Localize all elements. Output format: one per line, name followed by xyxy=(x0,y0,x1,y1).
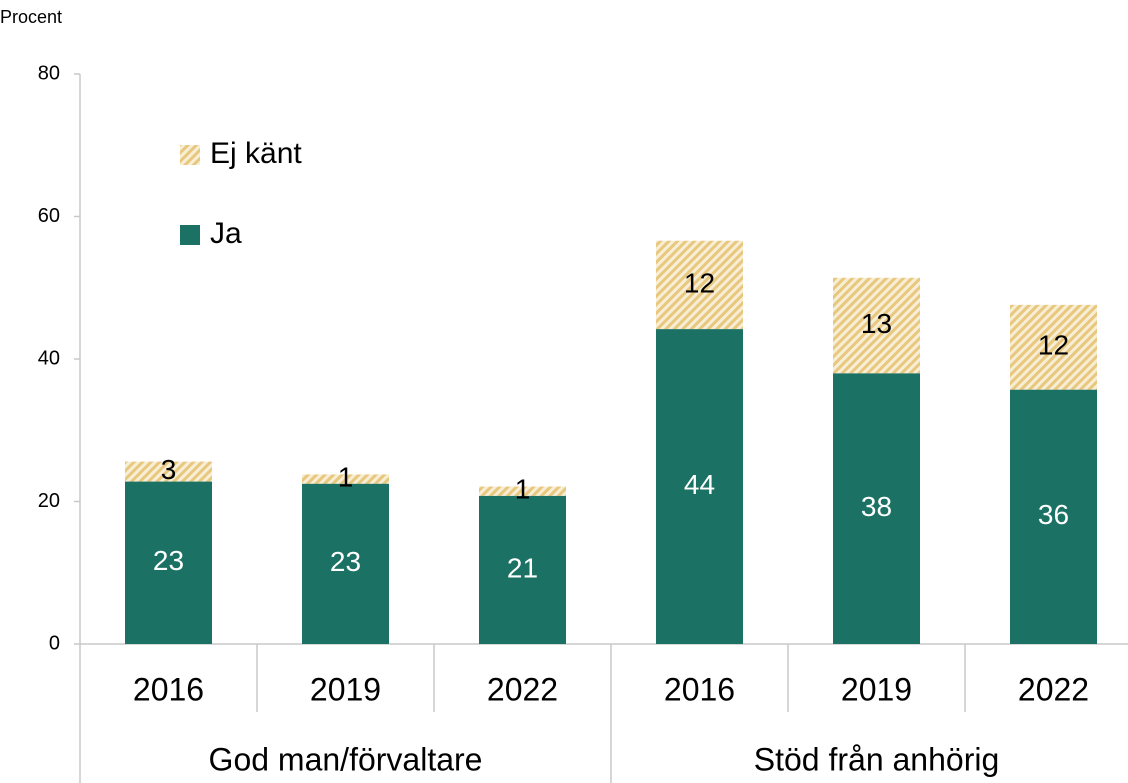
data-label: 12 xyxy=(1038,330,1069,361)
x-tick-label: 2019 xyxy=(310,671,381,707)
legend-label: Ja xyxy=(210,217,242,250)
bar-segment xyxy=(302,483,389,644)
legend-label: Ej känt xyxy=(210,137,302,170)
bar-segment xyxy=(1010,304,1097,390)
group-label: God man/förvaltare xyxy=(209,741,483,777)
bar-segment xyxy=(833,277,920,374)
data-label: 36 xyxy=(1038,499,1069,530)
data-label: 3 xyxy=(161,454,177,485)
x-tick-label: 2022 xyxy=(1018,671,1089,707)
group-label: Stöd från anhörig xyxy=(754,741,1000,777)
bar-segment xyxy=(656,240,743,330)
y-tick-label: 60 xyxy=(38,205,60,227)
x-tick-label: 2019 xyxy=(841,671,912,707)
data-label: 1 xyxy=(515,474,531,505)
data-label: 13 xyxy=(861,308,892,339)
bar-segment xyxy=(479,495,566,644)
y-tick-label: 20 xyxy=(38,490,60,512)
legend-swatch xyxy=(180,225,200,245)
y-tick-label: 0 xyxy=(49,632,60,654)
bar-segment xyxy=(125,481,212,644)
x-tick-label: 2016 xyxy=(664,671,735,707)
bar-segment xyxy=(302,474,389,484)
data-label: 23 xyxy=(330,546,361,577)
data-label: 38 xyxy=(861,491,892,522)
data-label: 44 xyxy=(684,469,715,500)
x-tick-label: 2016 xyxy=(133,671,204,707)
x-tick-label: 2022 xyxy=(487,671,558,707)
y-tick-label: 40 xyxy=(38,347,60,369)
bar-segment xyxy=(479,486,566,496)
bar-segment xyxy=(833,373,920,644)
data-label: 23 xyxy=(153,545,184,576)
data-label: 1 xyxy=(338,461,354,492)
legend-swatch xyxy=(180,145,200,165)
data-label: 12 xyxy=(684,267,715,298)
y-axis-label: Procent xyxy=(0,7,62,27)
bar-segment xyxy=(656,329,743,644)
y-tick-label: 80 xyxy=(38,62,60,84)
data-label: 21 xyxy=(507,552,538,583)
bar-segment xyxy=(1010,389,1097,644)
bar-segment xyxy=(125,461,212,482)
